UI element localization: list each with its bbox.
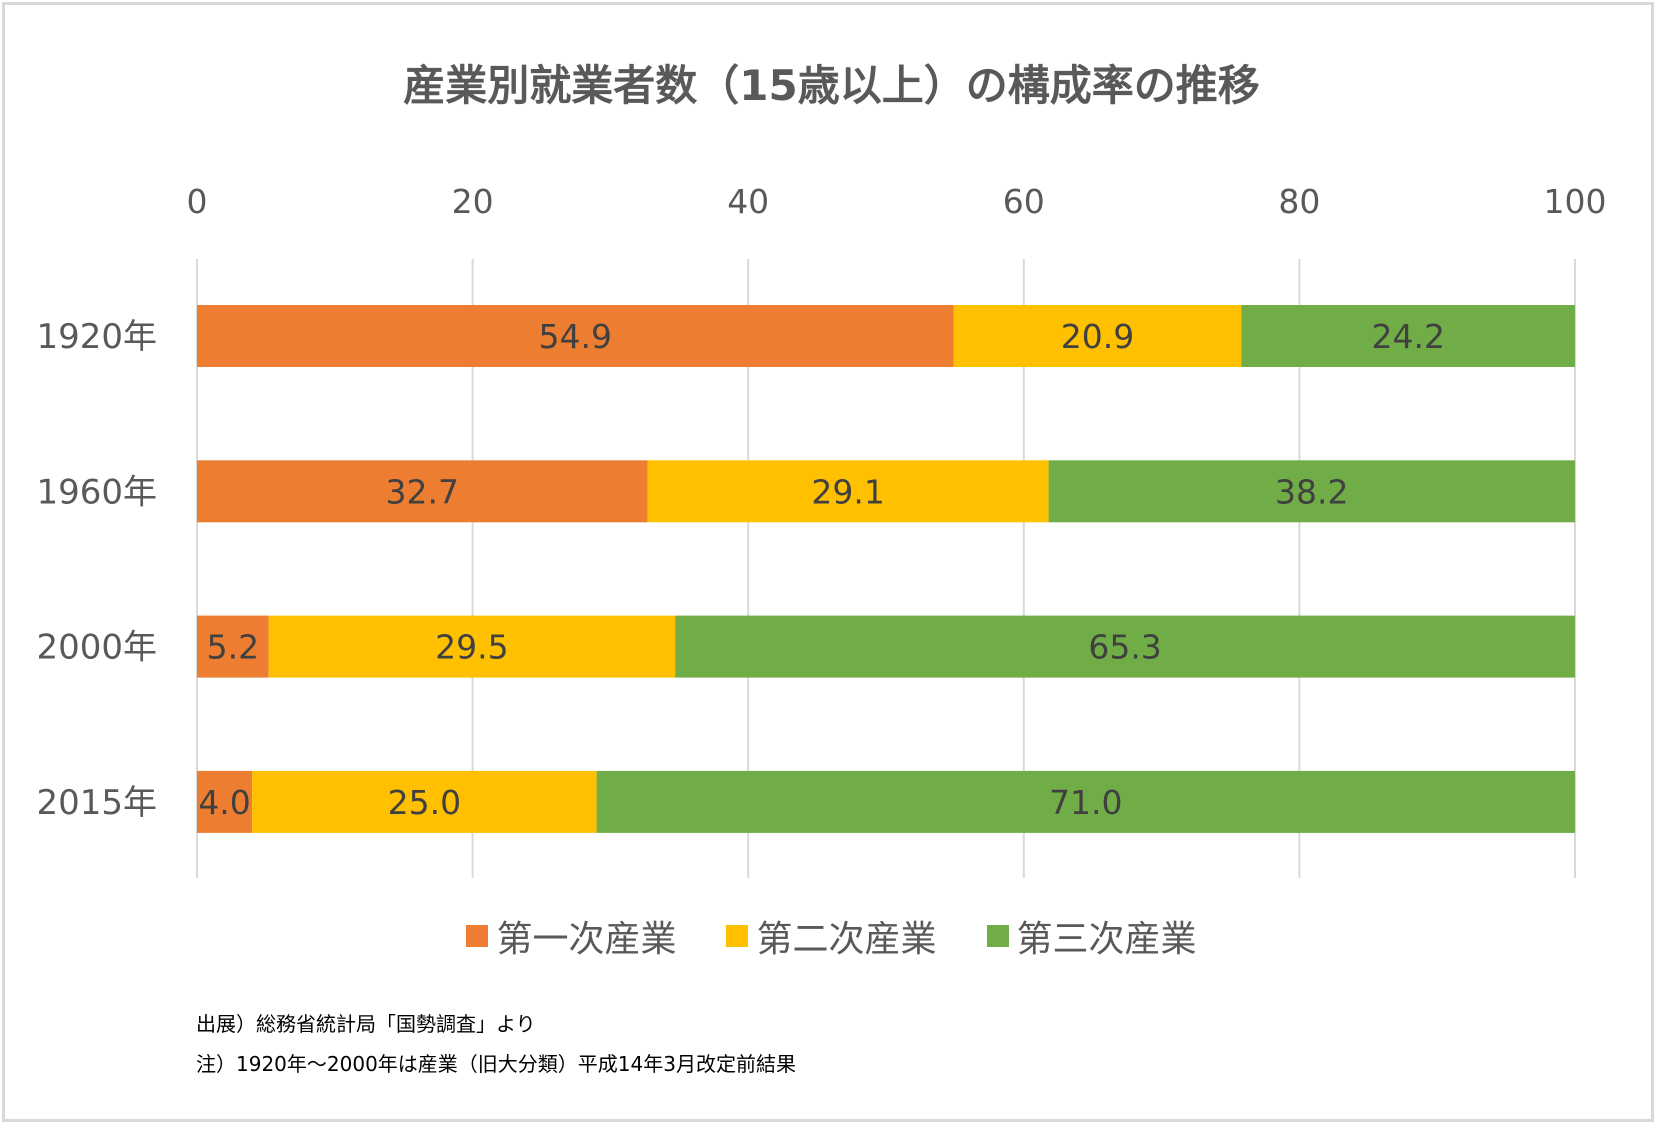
source-note: 出展）総務省統計局「国勢調査」より (196, 1012, 536, 1036)
bar-segment (596, 770, 1575, 833)
legend-swatch (466, 925, 489, 947)
x-tick-label: 20 (452, 182, 494, 221)
data-label: 20.9 (1061, 317, 1134, 356)
data-label: 24.2 (1372, 317, 1445, 356)
data-label: 5.2 (207, 628, 259, 667)
category-label: 1960年 (36, 472, 157, 512)
legend-item: 第一次産業 (466, 910, 676, 962)
x-tick-label: 100 (1544, 182, 1607, 221)
bar-segment (953, 305, 1242, 367)
bar-segment (675, 615, 1575, 678)
bar-segment (647, 460, 1049, 523)
category-label: 2000年 (36, 628, 157, 668)
category-label: 2015年 (36, 783, 157, 823)
legend-item: 第二次産業 (726, 910, 937, 962)
legend-label: 第二次産業 (756, 919, 937, 960)
data-label: 54.9 (539, 317, 612, 356)
legend-label: 第三次産業 (1016, 919, 1197, 960)
data-label: 29.1 (811, 472, 884, 511)
bar-segment (1241, 305, 1575, 367)
bar-segment (197, 615, 269, 678)
legend-label: 第一次産業 (496, 919, 677, 960)
chart-title: 産業別就業者数（15歳以上）の構成率の推移 (403, 61, 1260, 110)
x-tick-label: 0 (187, 182, 208, 221)
data-label: 65.3 (1088, 628, 1161, 667)
legend-swatch (726, 925, 749, 947)
legend-swatch (986, 925, 1009, 947)
x-tick-label: 40 (727, 182, 769, 221)
data-label: 29.5 (435, 628, 508, 667)
legend-item: 第三次産業 (986, 910, 1197, 962)
data-label: 38.2 (1275, 472, 1348, 511)
x-tick-label: 80 (1278, 182, 1320, 221)
bar-segment (197, 305, 954, 367)
footnote: 注）1920年～2000年は産業（旧大分類）平成14年3月改定前結果 (196, 1052, 796, 1076)
bar-segment (197, 460, 648, 523)
data-label: 71.0 (1049, 783, 1122, 822)
bar-segment (1048, 460, 1575, 523)
data-label: 4.0 (198, 783, 250, 822)
bar-segment (252, 770, 597, 833)
bar-segment (197, 770, 253, 833)
data-label: 32.7 (386, 472, 459, 511)
legend: 第一次産業 第二次産業 第三次産業 (0, 910, 1663, 962)
category-label: 1920年 (36, 317, 157, 357)
x-tick-label: 60 (1003, 182, 1045, 221)
bar-segment (268, 615, 676, 678)
data-label: 25.0 (388, 783, 461, 822)
